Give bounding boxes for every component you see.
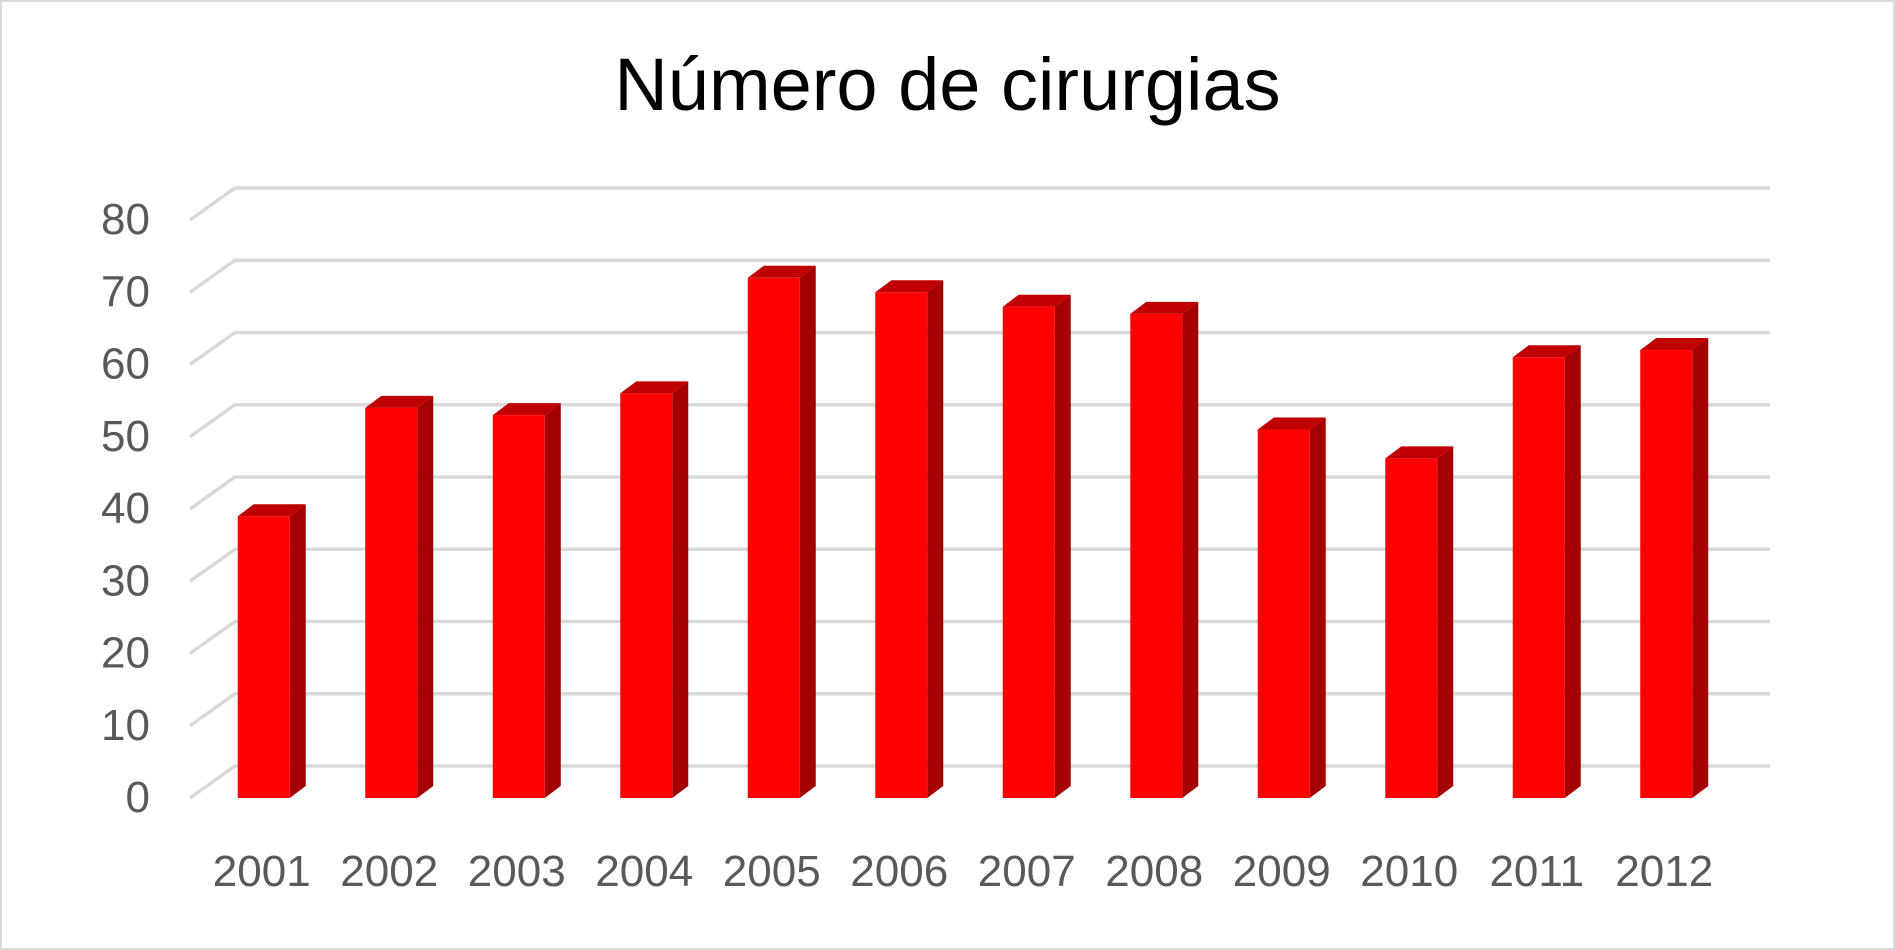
y-tick-label: 60 [101, 340, 150, 389]
bar-front [492, 415, 545, 798]
x-tick-label: 2011 [1489, 847, 1584, 896]
bar [1512, 345, 1581, 798]
bar-top [747, 265, 816, 278]
bar-top [1257, 417, 1326, 430]
bar-front [1640, 350, 1693, 798]
bar [875, 280, 944, 798]
bar-front [1002, 306, 1055, 798]
bar-front [747, 277, 800, 798]
bar-side [1309, 417, 1326, 798]
bar [747, 265, 816, 798]
bar [1385, 446, 1454, 798]
y-tick-label: 40 [101, 484, 150, 533]
bar-side [289, 504, 306, 798]
gridline [188, 403, 1770, 439]
bars [237, 265, 1709, 798]
bar [1130, 301, 1199, 798]
bar [1257, 417, 1326, 798]
bar-side [1437, 446, 1454, 798]
y-tick-label: 20 [101, 629, 150, 678]
bar-top [1512, 345, 1581, 358]
y-axis-ticks: 0 10 20 30 40 50 60 70 80 [101, 195, 150, 822]
x-tick-label: 2012 [1615, 847, 1713, 896]
x-tick-label: 2008 [1105, 847, 1203, 896]
x-tick-label: 2002 [340, 847, 438, 896]
bar-front [620, 393, 673, 798]
bar-side [927, 280, 944, 798]
bar-side [799, 265, 816, 798]
bar-front [1385, 458, 1438, 798]
bar-front [1257, 429, 1310, 798]
bar-front [875, 292, 928, 798]
bar [365, 395, 434, 798]
x-tick-label: 2004 [595, 847, 693, 896]
bar [1002, 294, 1071, 798]
bar-top [1002, 294, 1071, 307]
x-tick-label: 2005 [723, 847, 821, 896]
bar-top [875, 280, 944, 293]
gridline [188, 258, 1770, 294]
bar-side [1564, 345, 1581, 798]
x-tick-label: 2006 [850, 847, 948, 896]
y-tick-label: 10 [101, 701, 150, 750]
y-tick-label: 50 [101, 412, 150, 461]
bar-side [1692, 338, 1709, 798]
gridline [188, 186, 1770, 222]
x-tick-label: 2007 [978, 847, 1076, 896]
bar-top [365, 395, 434, 408]
bar-top [237, 504, 306, 517]
x-tick-label: 2003 [468, 847, 566, 896]
bar-top [1640, 338, 1709, 351]
bar-side [1054, 294, 1071, 798]
bar [237, 504, 306, 798]
x-tick-label: 2010 [1360, 847, 1458, 896]
y-tick-label: 0 [126, 773, 150, 822]
bar-top [492, 403, 561, 416]
bar-side [544, 403, 561, 798]
bar-front [237, 516, 290, 798]
bar [492, 403, 561, 798]
bar-front [1512, 357, 1565, 798]
gridline [188, 330, 1770, 366]
bar-side [417, 395, 434, 798]
chart-title: Número de cirurgias [614, 43, 1281, 126]
x-tick-label: 2001 [213, 847, 311, 896]
y-tick-label: 70 [101, 267, 150, 316]
bar [620, 381, 689, 798]
bar-front [365, 407, 418, 798]
bar-front [1130, 313, 1183, 798]
bar-top [620, 381, 689, 394]
bar-top [1385, 446, 1454, 459]
x-tick-label: 2009 [1233, 847, 1331, 896]
bar-side [1182, 301, 1199, 798]
y-tick-label: 30 [101, 556, 150, 605]
y-tick-label: 80 [101, 195, 150, 244]
x-axis-ticks: 2001 2002 2003 2004 2005 2006 2007 2008 2009 2010… [213, 847, 1713, 896]
bar [1640, 338, 1709, 798]
bar-side [672, 381, 689, 798]
bar-top [1130, 301, 1199, 314]
